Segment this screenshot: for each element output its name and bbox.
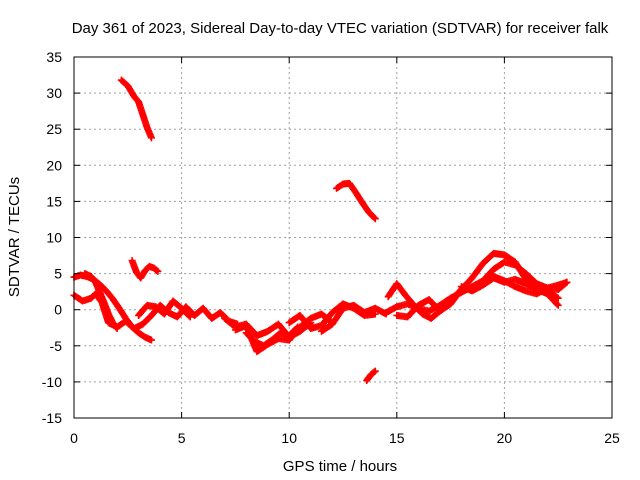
data-point [371, 215, 379, 223]
data-point [563, 278, 571, 286]
x-tick-label: 25 [604, 430, 620, 446]
x-tick-label: 10 [281, 430, 297, 446]
data-series [70, 76, 571, 384]
data-point [112, 323, 120, 331]
y-axis-title: SDTVAR / TECUs [6, 177, 23, 297]
axis-ticks: 0 5 10 15 20 25 -15 -10 -5 0 5 10 15 20 25 30 35 [42, 49, 620, 446]
x-tick-label: 0 [70, 430, 78, 446]
data-point [554, 294, 562, 302]
series-track-1 [117, 76, 155, 142]
series-track-3 [363, 367, 379, 384]
y-tick-label: 20 [46, 157, 62, 173]
data-point [153, 267, 161, 275]
series-track-6 [81, 270, 121, 332]
data-point [294, 323, 302, 331]
series-track-5 [70, 290, 242, 332]
series-track-16 [393, 285, 465, 321]
y-tick-label: -5 [50, 338, 63, 354]
x-tick-label: 20 [497, 430, 513, 446]
y-tick-label: 0 [54, 302, 62, 318]
y-tick-label: 10 [46, 230, 62, 246]
y-tick-label: -15 [42, 410, 62, 426]
data-point [147, 336, 155, 344]
data-point [554, 301, 562, 309]
series-track-2 [333, 179, 379, 223]
y-tick-label: 15 [46, 193, 62, 209]
series-track-7 [128, 257, 162, 282]
y-tick-label: 30 [46, 85, 62, 101]
series-track-8 [135, 297, 194, 321]
data-point [186, 313, 194, 321]
data-point [371, 367, 379, 375]
data-point [370, 214, 378, 222]
chart-title: Day 361 of 2023, Sidereal Day-to-day VTE… [72, 20, 609, 37]
y-tick-label: 35 [46, 49, 62, 65]
y-tick-label: -10 [42, 374, 62, 390]
y-tick-label: 25 [46, 121, 62, 137]
data-point [553, 300, 561, 308]
data-point [113, 324, 121, 332]
grid-lines [73, 56, 613, 419]
data-point [147, 134, 155, 142]
data-point [185, 312, 193, 320]
series-track-11 [242, 323, 302, 350]
data-point [370, 368, 378, 376]
data-point [456, 287, 464, 295]
series-track-18 [479, 272, 571, 298]
x-tick-label: 15 [389, 430, 405, 446]
x-tick-label: 5 [178, 430, 186, 446]
data-point [293, 324, 301, 332]
data-point [154, 267, 162, 275]
y-tick-label: 5 [54, 266, 62, 282]
x-axis-title: GPS time / hours [283, 458, 397, 475]
